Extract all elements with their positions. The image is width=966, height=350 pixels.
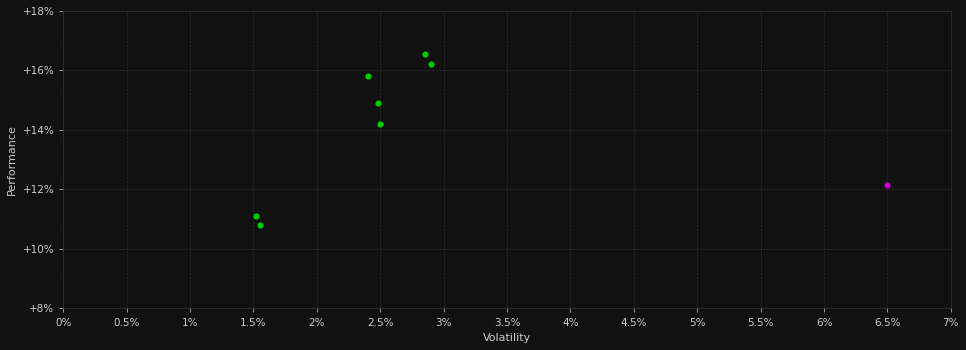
Point <box>373 121 388 127</box>
Point <box>370 100 385 106</box>
Point <box>880 182 895 188</box>
Point <box>417 51 433 57</box>
Point <box>360 74 376 79</box>
Point <box>252 222 268 228</box>
Point <box>423 62 439 67</box>
Point <box>248 214 264 219</box>
Y-axis label: Performance: Performance <box>7 124 17 195</box>
X-axis label: Volatility: Volatility <box>483 333 531 343</box>
